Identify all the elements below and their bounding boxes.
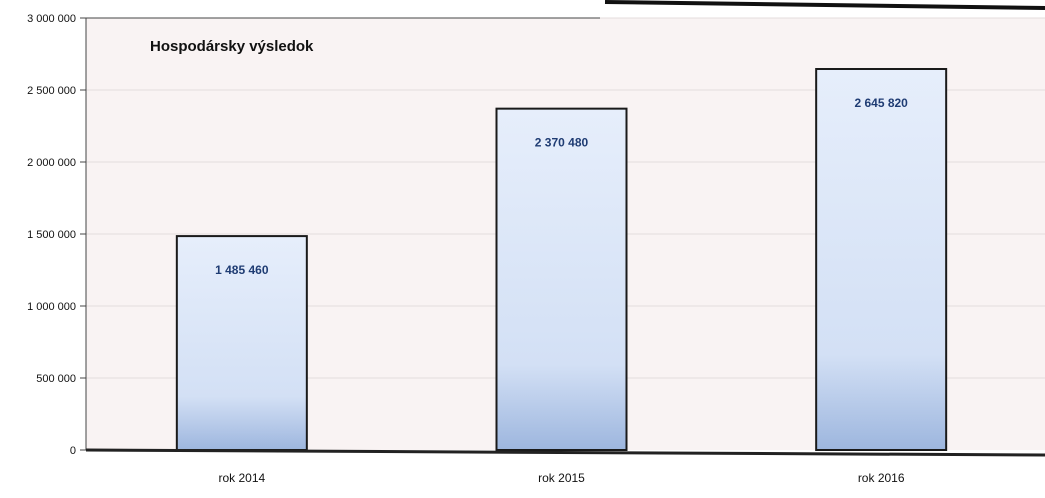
data-label: 2 645 820 xyxy=(854,96,908,110)
x-axis-baseline xyxy=(85,448,1045,457)
bar xyxy=(175,235,308,451)
x-axis-tick-labels: rok 2014 rok 2015 rok 2016 xyxy=(218,471,904,485)
y-tick-label: 1 500 000 xyxy=(27,229,76,241)
y-tick-label: 2 000 000 xyxy=(27,157,76,169)
x-tick-label: rok 2014 xyxy=(218,471,265,485)
data-labels: 1 485 460 2 370 480 2 645 820 xyxy=(215,96,908,277)
data-label: 1 485 460 xyxy=(215,263,269,277)
x-tick-label: rok 2015 xyxy=(538,471,585,485)
top-frame-line xyxy=(604,0,1045,10)
x-tick-label: rok 2016 xyxy=(858,471,905,485)
bar xyxy=(815,68,948,451)
y-tick-label: 1 000 000 xyxy=(27,301,76,313)
y-tick-label: 2 500 000 xyxy=(27,85,76,97)
bars xyxy=(175,68,948,451)
data-label: 2 370 480 xyxy=(535,136,589,150)
bar xyxy=(495,107,628,451)
y-tick-label: 500 000 xyxy=(36,373,76,385)
y-tick-label: 0 xyxy=(70,445,76,457)
y-axis-tick-labels: 0 500 000 1 000 000 1 500 000 2 000 000 2 500… xyxy=(27,13,600,457)
y-tick-label: 3 000 000 xyxy=(27,13,76,25)
chart-title: Hospodársky výsledok xyxy=(150,38,314,55)
